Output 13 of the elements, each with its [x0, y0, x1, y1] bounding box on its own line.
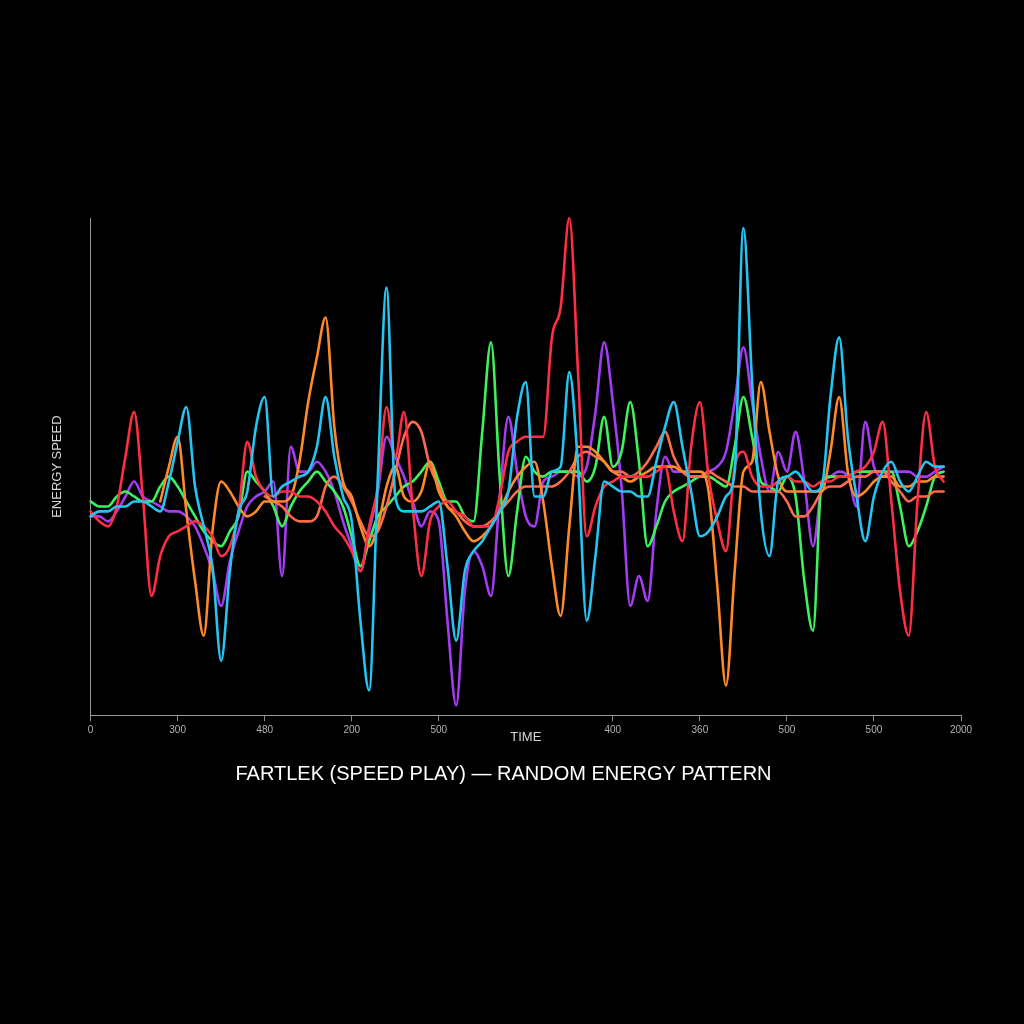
x-tick-label: 300	[169, 724, 187, 736]
x-axis-title: TIME	[510, 729, 542, 745]
x-tick-label: 500	[430, 724, 448, 736]
x-tick-label: 500	[778, 724, 796, 736]
x-tick-label: 2000	[949, 724, 973, 736]
x-tick-label: 500	[865, 724, 883, 736]
x-tick-label: 360	[691, 724, 709, 736]
y-axis-title: ENERGY SPEED	[49, 415, 65, 518]
x-tick-label: 200	[343, 724, 361, 736]
text: FARTLEK (SPEED PLAY) — RANDOM ENERGY PATTERN	[235, 761, 772, 784]
x-tick-label: 480	[256, 724, 274, 736]
x-tick-label: 400	[604, 724, 622, 736]
x-tick-label: 0	[87, 724, 94, 736]
